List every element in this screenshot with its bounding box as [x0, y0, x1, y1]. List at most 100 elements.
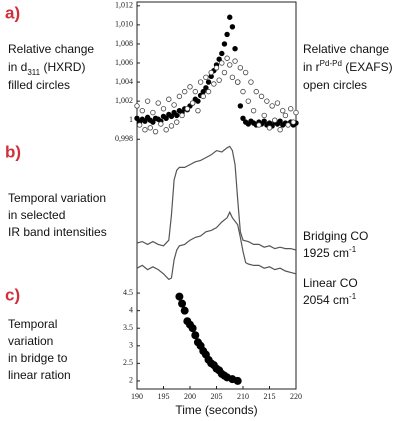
open-circle [232, 58, 238, 64]
x-tick-label: 210 [237, 392, 249, 401]
open-circle [248, 79, 254, 85]
filled-circle [261, 118, 267, 124]
x-tick-label: 205 [211, 392, 223, 401]
left-note-part: linear ration [8, 368, 71, 382]
open-circle [242, 69, 249, 76]
open-circle [163, 127, 169, 133]
open-circle [224, 55, 230, 61]
left-note-part: in bridge to [8, 351, 68, 365]
open-circle [197, 79, 204, 85]
y-tick-label: 2.5 [123, 358, 133, 367]
open-circle [282, 112, 289, 119]
y-tick-label: 1,008 [115, 39, 133, 48]
filled-circle [178, 299, 187, 308]
x-tick-label: 190 [131, 392, 143, 401]
open-circle [174, 119, 180, 125]
y-tick-label: 1,010 [115, 20, 133, 29]
left-note-part: variation [8, 334, 53, 348]
left-note: linear ration [8, 368, 71, 382]
open-circle [216, 77, 222, 83]
y-tick-label: 2 [129, 376, 133, 385]
open-circle [274, 100, 281, 106]
left-note: in selected [8, 208, 65, 222]
open-circle [166, 96, 172, 102]
left-note: Relative change [8, 42, 94, 56]
filled-circle [150, 119, 156, 125]
filled-circle [232, 46, 238, 52]
filled-circle [227, 14, 233, 20]
open-circle [285, 122, 291, 128]
trace [136, 210, 297, 281]
filled-circle [237, 103, 244, 109]
filled-circle [175, 292, 184, 301]
open-circle [136, 122, 143, 128]
open-circle [200, 93, 206, 100]
panel-label: c) [5, 285, 20, 304]
open-circle [184, 106, 191, 112]
open-circle [234, 79, 241, 85]
y-tick-label: 1 [129, 115, 133, 124]
filled-circle [180, 306, 189, 315]
open-circle [245, 98, 251, 104]
x-tick-label: 195 [158, 392, 170, 401]
open-circle [253, 88, 259, 95]
left-note: filled circles [8, 78, 70, 92]
left-note: IR band intensities [8, 225, 107, 239]
right-note: in rPd-Pd (EXAFS) [303, 59, 393, 75]
open-circle [208, 69, 214, 76]
y-tick-label: 1,004 [115, 77, 133, 86]
left-note-part: in selected [8, 208, 65, 222]
open-circle [258, 93, 265, 100]
right-note-part: Relative change [303, 42, 389, 56]
open-circle [290, 119, 297, 125]
open-circle [272, 117, 278, 123]
open-circle [213, 65, 220, 71]
right-note: open circles [303, 78, 367, 92]
right-note: Linear CO [303, 276, 358, 290]
panel-label: a) [5, 3, 20, 22]
filled-circle [216, 56, 222, 62]
right-note-part: -1 [349, 245, 357, 254]
right-note-part: Linear CO [303, 276, 358, 290]
filled-circle [168, 113, 175, 120]
open-circle [277, 127, 283, 133]
filled-circle [277, 118, 283, 124]
right-note-part: Pd-Pd [320, 59, 342, 68]
open-circle [171, 102, 177, 108]
open-circle [195, 107, 201, 114]
y-tick-label: 1,012 [115, 1, 133, 10]
y-tick-label: 3.5 [123, 323, 133, 332]
open-circle [264, 98, 270, 104]
y-tick-label: 1,006 [115, 58, 133, 67]
open-circle [176, 93, 183, 100]
right-note-part: -1 [349, 292, 357, 301]
y-tick-label: 1,002 [115, 96, 133, 105]
right-note: Relative change [303, 42, 389, 56]
left-note-part: in d [8, 60, 27, 74]
left-note-part: IR band intensities [8, 225, 107, 239]
left-note-part: Relative change [8, 42, 94, 56]
filled-circle [142, 118, 148, 124]
open-circle [261, 112, 267, 119]
open-circle [280, 107, 286, 114]
right-note: Bridging CO [303, 229, 368, 243]
open-circle [221, 69, 228, 76]
open-circle [134, 103, 140, 109]
plot-frame [136, 1, 297, 390]
filled-circle [205, 79, 212, 85]
open-circle [179, 112, 185, 119]
open-circle [147, 125, 153, 131]
open-circle [152, 128, 159, 135]
filled-circle [203, 85, 209, 91]
filled-circle [174, 112, 180, 119]
left-note-part: Temporal variation [8, 191, 106, 205]
filled-circle [163, 115, 169, 122]
filled-circle [195, 98, 201, 104]
right-note-part: Bridging CO [303, 229, 368, 243]
open-circle [189, 100, 196, 106]
open-circle [266, 125, 273, 131]
filled-circle [240, 115, 246, 122]
right-note: 1925 cm-1 [303, 245, 357, 261]
open-circle [240, 88, 246, 95]
open-circle [250, 107, 257, 114]
